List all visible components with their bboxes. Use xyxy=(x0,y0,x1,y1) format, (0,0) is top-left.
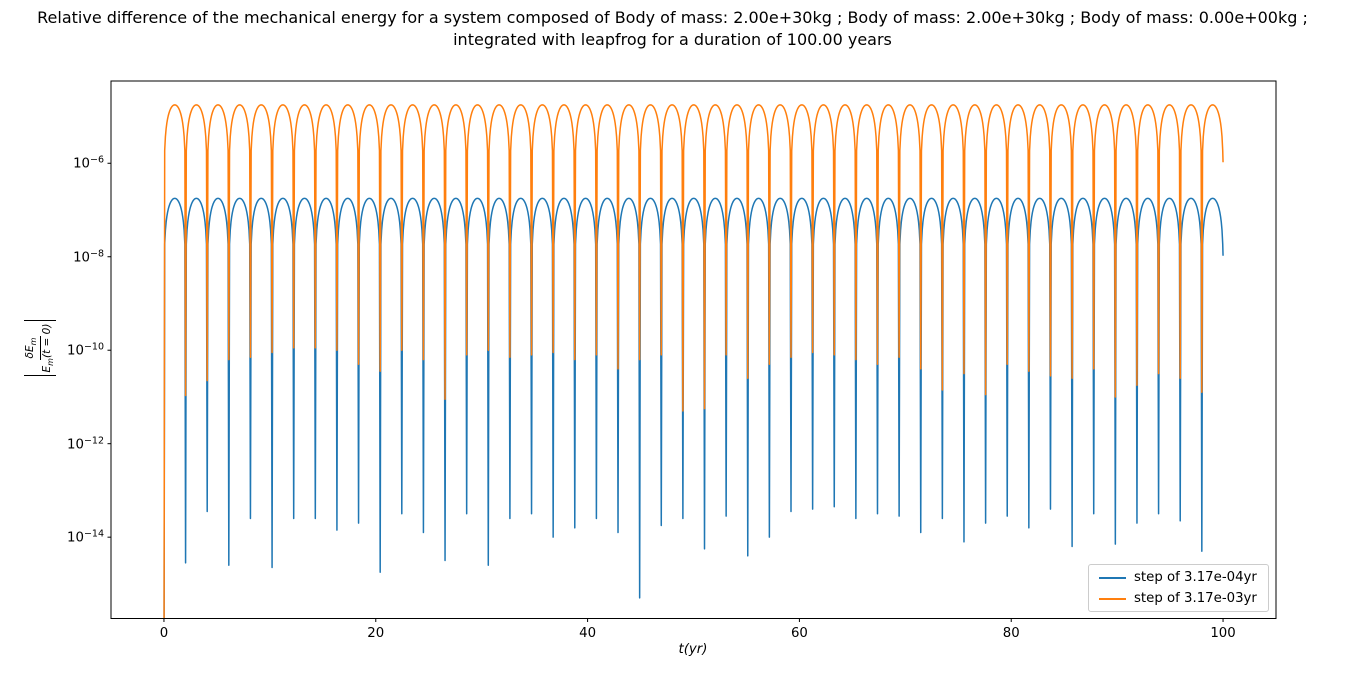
series-line-blue xyxy=(163,197,1224,619)
legend: step of 3.17e-04yr step of 3.17e-03yr xyxy=(1088,564,1269,612)
y-tick-label: 10−14 xyxy=(67,528,104,546)
y-tick-label: 10−8 xyxy=(73,248,104,266)
axes-spines xyxy=(110,80,1277,619)
chart-title-line2: integrated with leapfrog for a duration … xyxy=(453,30,892,49)
x-tick-label: 100 xyxy=(1210,626,1236,641)
x-tick-label: 20 xyxy=(367,626,385,641)
x-tick-label: 40 xyxy=(579,626,597,641)
legend-line-sample-orange xyxy=(1099,597,1126,600)
y-tick-label: 10−6 xyxy=(73,154,104,172)
y-tick-label: 10−10 xyxy=(67,341,104,359)
legend-line-sample-blue xyxy=(1099,576,1126,579)
legend-item-blue: step of 3.17e-04yr xyxy=(1099,569,1268,586)
x-tick-label: 80 xyxy=(1002,626,1020,641)
legend-item-orange: step of 3.17e-03yr xyxy=(1099,590,1268,607)
y-tick-label: 10−12 xyxy=(67,434,104,453)
chart-title-line1: Relative difference of the mechanical en… xyxy=(37,8,1308,27)
x-tick-label: 0 xyxy=(159,626,169,641)
x-axis-label: t(yr) xyxy=(678,642,708,657)
x-tick-label: 60 xyxy=(790,626,808,641)
legend-label-blue: step of 3.17e-04yr xyxy=(1134,569,1257,585)
series-line-orange xyxy=(163,104,1224,619)
chart-title: Relative difference of the mechanical en… xyxy=(0,7,1345,51)
legend-label-orange: step of 3.17e-03yr xyxy=(1134,590,1257,606)
